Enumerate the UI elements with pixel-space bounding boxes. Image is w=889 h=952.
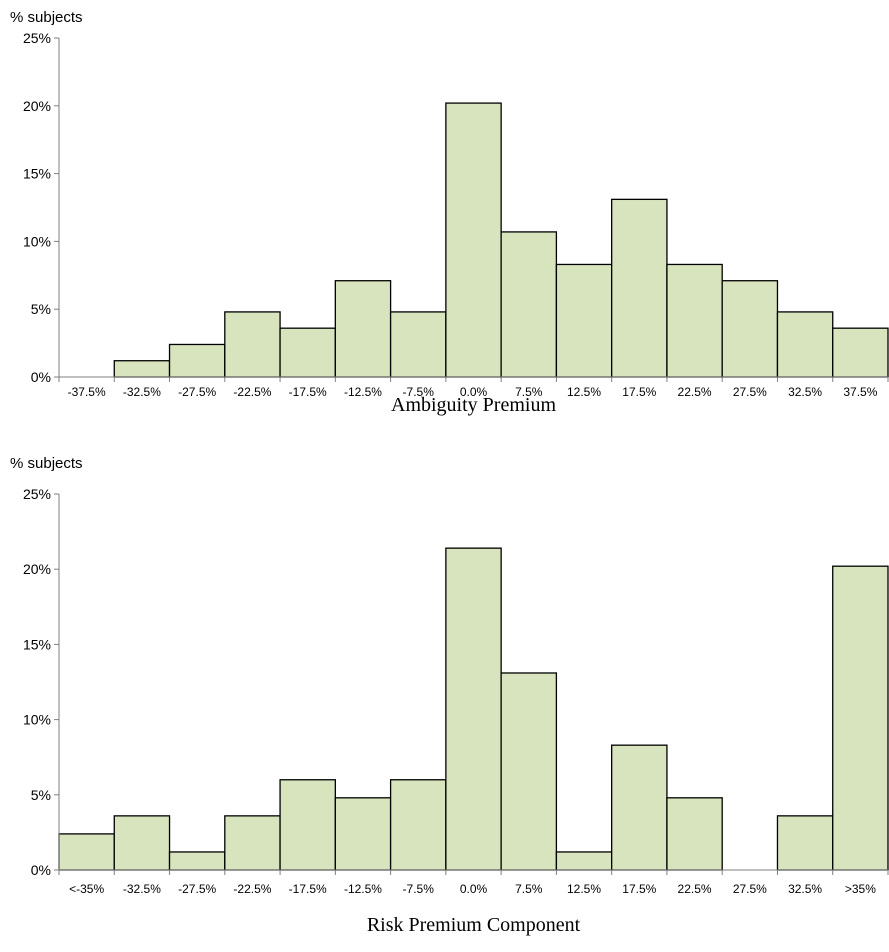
bar->35% [832, 565, 889, 871]
y-tick-label: 15% [23, 166, 51, 182]
x-tick-label: -7.5% [403, 882, 435, 896]
bar--32.5% [113, 360, 171, 378]
bar-12.5% [555, 263, 613, 378]
bar--7.5% [389, 311, 447, 378]
x-tick-label: -37.5% [68, 385, 106, 399]
x-tick-label: 12.5% [567, 385, 601, 399]
y-tick-label: 10% [23, 712, 51, 728]
bar-32.5% [776, 311, 834, 378]
x-tick-label: >35% [845, 882, 876, 896]
y-tick-label: 25% [23, 486, 51, 502]
x-tick-label: -22.5% [233, 385, 271, 399]
bar-22.5% [666, 263, 723, 378]
chart-2: % subjects 0% 5% 10% 15% 20% 25% <-35% -32.5% -27… [10, 455, 889, 936]
bar-<-35% [58, 833, 115, 871]
x-tick-label: 22.5% [678, 385, 712, 399]
bar-17.5% [611, 198, 668, 378]
bar--12.5% [334, 280, 392, 378]
bar-7.5% [500, 231, 558, 378]
y-tick-label: 15% [23, 636, 51, 652]
x-tick-label: 0.0% [460, 385, 488, 399]
x-tick-label: 32.5% [788, 385, 822, 399]
bar-0.0% [445, 102, 502, 378]
y-tick-label: 0% [31, 862, 51, 878]
bar--7.5% [389, 779, 447, 871]
x-tick-label: 37.5% [843, 385, 877, 399]
bar-22.5% [666, 797, 723, 871]
bar--17.5% [279, 327, 336, 378]
x-tick-label: -22.5% [233, 882, 271, 896]
x-axis-title: Ambiguity Premium [391, 394, 556, 416]
x-tick-label: -32.5% [123, 882, 161, 896]
x-tick-label: -32.5% [123, 385, 161, 399]
y-axis-label: % subjects [10, 9, 83, 26]
x-tick-label: -27.5% [178, 882, 216, 896]
x-tick-label: <-35% [69, 882, 104, 896]
x-tick-label: 12.5% [567, 882, 601, 896]
bar-12.5% [555, 851, 613, 871]
x-tick-label: 22.5% [678, 882, 712, 896]
y-tick-label: 25% [23, 30, 51, 46]
x-tick-label: 32.5% [788, 882, 822, 896]
y-tick-label: 5% [31, 787, 51, 803]
x-tick-label: -27.5% [178, 385, 216, 399]
bar--12.5% [334, 797, 392, 871]
bar--27.5% [168, 343, 226, 378]
x-tick-label: -7.5% [403, 385, 435, 399]
y-tick-label: 5% [31, 301, 51, 317]
y-tick-label: 20% [23, 98, 51, 114]
bar-37.5% [832, 327, 889, 378]
bar-0.0% [445, 547, 502, 871]
y-axis-label: % subjects [10, 455, 83, 472]
chart-1: % subjects 0% 5% 10% 15% 20% 25% -37.5% -32.5% -2… [10, 9, 889, 416]
x-tick-label: -17.5% [289, 385, 327, 399]
bar--22.5% [224, 311, 281, 378]
x-tick-label: -12.5% [344, 385, 382, 399]
bar-7.5% [500, 672, 558, 871]
bar-32.5% [776, 815, 834, 871]
x-tick-label: -17.5% [289, 882, 327, 896]
x-tick-label: 0.0% [460, 882, 488, 896]
x-tick-label: 17.5% [622, 882, 656, 896]
x-tick-label: 7.5% [515, 385, 543, 399]
y-tick-label: 10% [23, 233, 51, 249]
bar--22.5% [224, 815, 281, 871]
x-tick-label: 7.5% [515, 882, 543, 896]
bar-27.5% [721, 280, 779, 378]
x-tick-label: 27.5% [733, 882, 767, 896]
bar-17.5% [611, 744, 668, 871]
x-tick-label: -12.5% [344, 882, 382, 896]
bar--17.5% [279, 779, 336, 871]
y-tick-label: 20% [23, 561, 51, 577]
x-axis-title: Risk Premium Component [367, 914, 581, 936]
bar--27.5% [168, 851, 226, 871]
bar--32.5% [113, 815, 171, 871]
x-tick-label: 17.5% [622, 385, 656, 399]
x-tick-label: 27.5% [733, 385, 767, 399]
y-tick-label: 0% [31, 369, 51, 385]
